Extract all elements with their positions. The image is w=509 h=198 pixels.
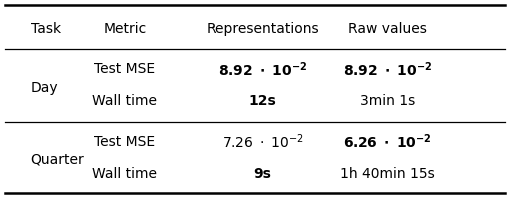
Text: Representations: Representations: [206, 22, 318, 36]
Text: Test MSE: Test MSE: [94, 62, 155, 76]
Text: Test MSE: Test MSE: [94, 135, 155, 148]
Text: $7.26\ \cdot\ 10^{-2}$: $7.26\ \cdot\ 10^{-2}$: [221, 132, 303, 151]
Text: 12s: 12s: [248, 94, 276, 108]
Text: Raw values: Raw values: [348, 22, 426, 36]
Text: $\mathbf{8.92\ \cdot\ 10^{-2}}$: $\mathbf{8.92\ \cdot\ 10^{-2}}$: [218, 60, 306, 79]
Text: 3min 1s: 3min 1s: [359, 94, 414, 108]
Text: Day: Day: [31, 81, 58, 95]
Text: $\mathbf{6.26\ \cdot\ 10^{-2}}$: $\mathbf{6.26\ \cdot\ 10^{-2}}$: [343, 132, 431, 151]
Text: 9s: 9s: [253, 167, 271, 181]
Text: Quarter: Quarter: [31, 152, 84, 166]
Text: Task: Task: [31, 22, 61, 36]
Text: 1h 40min 15s: 1h 40min 15s: [340, 167, 434, 181]
Text: Wall time: Wall time: [92, 167, 157, 181]
Text: Wall time: Wall time: [92, 94, 157, 108]
Text: Metric: Metric: [103, 22, 146, 36]
Text: $\mathbf{8.92\ \cdot\ 10^{-2}}$: $\mathbf{8.92\ \cdot\ 10^{-2}}$: [343, 60, 431, 79]
